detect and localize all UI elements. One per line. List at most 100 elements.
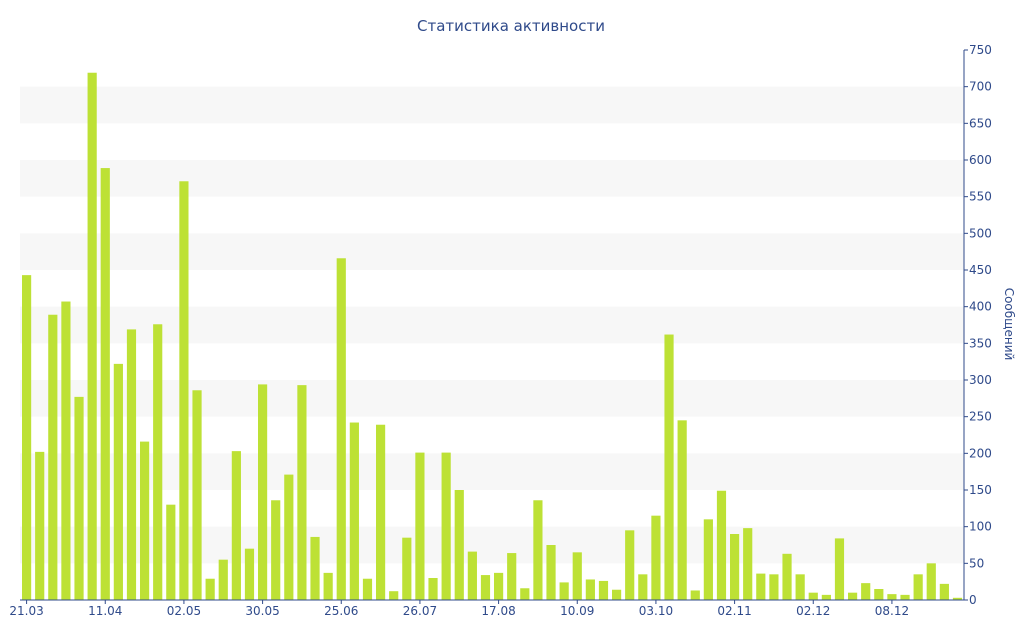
bar (113, 363, 123, 600)
bar (35, 451, 45, 600)
bar (743, 528, 753, 600)
y-tick-label: 150 (969, 483, 992, 497)
bar (218, 559, 228, 600)
bar (166, 504, 176, 600)
bar (140, 441, 150, 600)
bar (926, 563, 936, 600)
bar (126, 329, 137, 600)
y-tick-label: 100 (969, 520, 992, 534)
x-tick-label: 02.11 (717, 604, 751, 618)
bars (22, 72, 963, 601)
bar (415, 452, 425, 600)
grid-band (20, 526, 964, 564)
bar (848, 592, 858, 600)
x-tick-label: 26.07 (403, 604, 437, 618)
bar (834, 538, 845, 600)
bar (48, 314, 58, 600)
x-tick-label: 03.10 (639, 604, 673, 618)
bar (808, 592, 818, 600)
bar (205, 578, 215, 600)
bar (297, 385, 307, 600)
bar (22, 275, 32, 600)
bar (690, 590, 700, 600)
bar (376, 424, 386, 600)
bar (533, 500, 543, 600)
bar (559, 582, 569, 600)
bar (638, 574, 648, 600)
bar (389, 591, 399, 600)
x-tick-label: 02.05 (167, 604, 201, 618)
x-tick-label: 21.03 (9, 604, 43, 618)
grid-bands (20, 86, 964, 564)
bar (756, 573, 766, 600)
bar (323, 572, 333, 600)
y-tick-label: 450 (969, 263, 992, 277)
y-tick-label: 350 (969, 336, 992, 350)
x-tick-label: 02.12 (796, 604, 830, 618)
bar (874, 589, 884, 600)
bar (454, 490, 464, 600)
y-tick-label: 500 (969, 226, 992, 240)
bar (730, 534, 740, 600)
bar (271, 500, 281, 600)
bar (284, 474, 294, 600)
x-tick-label: 10.09 (560, 604, 594, 618)
bar (87, 72, 97, 601)
bar (441, 452, 451, 600)
bar (651, 515, 661, 600)
bar (349, 422, 359, 600)
y-tick-label: 650 (969, 116, 992, 130)
bar (310, 536, 320, 600)
bar (100, 168, 110, 600)
bar (782, 553, 792, 600)
bar (887, 594, 897, 600)
x-tick-label: 30.05 (245, 604, 279, 618)
bar (520, 588, 530, 600)
bar (939, 583, 949, 600)
bar (664, 334, 674, 600)
bar (192, 390, 202, 600)
bar (598, 580, 609, 600)
x-axis: 21.03 11.04 02.05 30.05 25.06 26.07 17.08 10.09… (9, 599, 964, 618)
grid-band (20, 453, 964, 490)
bar (179, 181, 189, 600)
bar (480, 575, 491, 600)
bar (703, 519, 713, 600)
bar (572, 552, 582, 600)
x-tick-label: 25.06 (324, 604, 358, 618)
grid-band (20, 160, 964, 197)
bar (716, 490, 727, 600)
y-tick-label: 50 (969, 556, 984, 570)
y-axis-title: Сообщений (1002, 288, 1016, 361)
x-tick-label: 17.08 (481, 604, 515, 618)
grid-band (20, 86, 964, 124)
bar (336, 258, 346, 600)
bar (952, 597, 963, 600)
bar (585, 579, 595, 600)
grid-band (20, 380, 964, 417)
bar (821, 594, 831, 600)
y-tick-label: 300 (969, 373, 992, 387)
chart-title: Статистика активности (417, 17, 605, 35)
bar (507, 553, 517, 600)
bar (244, 548, 255, 600)
y-tick-label: 550 (969, 190, 992, 204)
bar (428, 578, 438, 600)
bar (677, 420, 687, 600)
bar (231, 451, 241, 600)
bar (153, 324, 163, 600)
y-tick-label: 400 (969, 300, 992, 314)
bar (795, 574, 805, 600)
y-tick-label: 750 (969, 43, 992, 57)
y-tick-label: 200 (969, 446, 992, 460)
bar (913, 574, 923, 600)
x-tick-label: 08.12 (875, 604, 909, 618)
bar (612, 589, 622, 600)
bar (61, 301, 71, 600)
bar (402, 537, 412, 600)
bar (467, 551, 477, 600)
y-tick-label: 0 (969, 593, 977, 607)
bar (861, 583, 871, 600)
